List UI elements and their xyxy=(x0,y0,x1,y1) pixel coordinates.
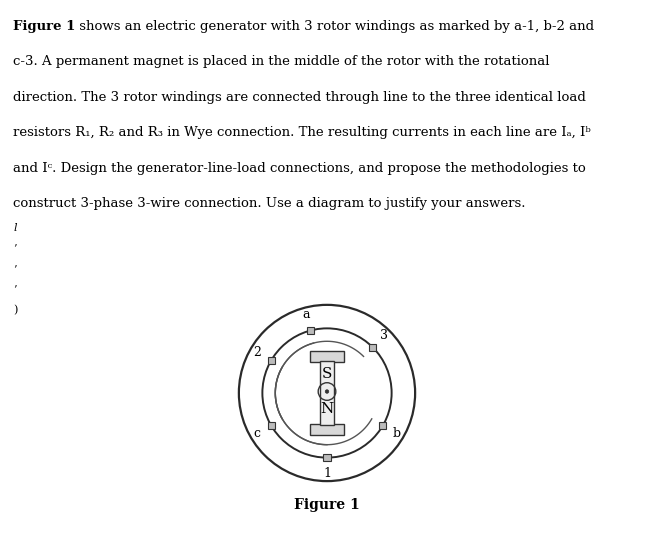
Bar xyxy=(311,352,343,434)
FancyBboxPatch shape xyxy=(310,424,344,435)
Text: b: b xyxy=(393,427,401,440)
FancyBboxPatch shape xyxy=(369,344,376,351)
Text: c: c xyxy=(254,427,260,440)
Text: c-3. A permanent magnet is placed in the middle of the rotor with the rotational: c-3. A permanent magnet is placed in the… xyxy=(13,55,549,69)
Text: Figure 1: Figure 1 xyxy=(13,20,75,33)
Text: l: l xyxy=(13,223,16,233)
Text: direction. The 3 rotor windings are connected through line to the three identica: direction. The 3 rotor windings are conn… xyxy=(13,91,586,104)
Text: a: a xyxy=(302,308,310,322)
FancyBboxPatch shape xyxy=(320,361,334,425)
Text: and Iᶜ. Design the generator-line-load connections, and propose the methodologie: and Iᶜ. Design the generator-line-load c… xyxy=(13,162,586,175)
Text: ’: ’ xyxy=(13,285,16,295)
Text: resistors R₁, R₂ and R₃ in Wye connection. The resulting currents in each line a: resistors R₁, R₂ and R₃ in Wye connectio… xyxy=(13,126,591,139)
Text: shows an electric generator with 3 rotor windings as marked by a-1, b-2 and: shows an electric generator with 3 rotor… xyxy=(75,20,594,33)
Text: 1: 1 xyxy=(323,467,331,480)
Text: ’: ’ xyxy=(13,244,16,254)
Text: Figure 1: Figure 1 xyxy=(294,498,360,511)
Text: ’: ’ xyxy=(13,264,16,274)
FancyBboxPatch shape xyxy=(324,454,330,461)
Circle shape xyxy=(325,390,329,393)
FancyBboxPatch shape xyxy=(310,351,344,362)
Text: S: S xyxy=(322,367,332,381)
FancyBboxPatch shape xyxy=(267,357,275,364)
FancyBboxPatch shape xyxy=(379,422,387,429)
Text: construct 3-phase 3-wire connection. Use a diagram to justify your answers.: construct 3-phase 3-wire connection. Use… xyxy=(13,197,526,210)
Text: 3: 3 xyxy=(380,329,388,342)
FancyBboxPatch shape xyxy=(307,327,314,334)
Text: ): ) xyxy=(13,305,18,316)
FancyBboxPatch shape xyxy=(267,422,275,429)
Text: 2: 2 xyxy=(253,346,261,359)
Text: N: N xyxy=(320,402,334,416)
